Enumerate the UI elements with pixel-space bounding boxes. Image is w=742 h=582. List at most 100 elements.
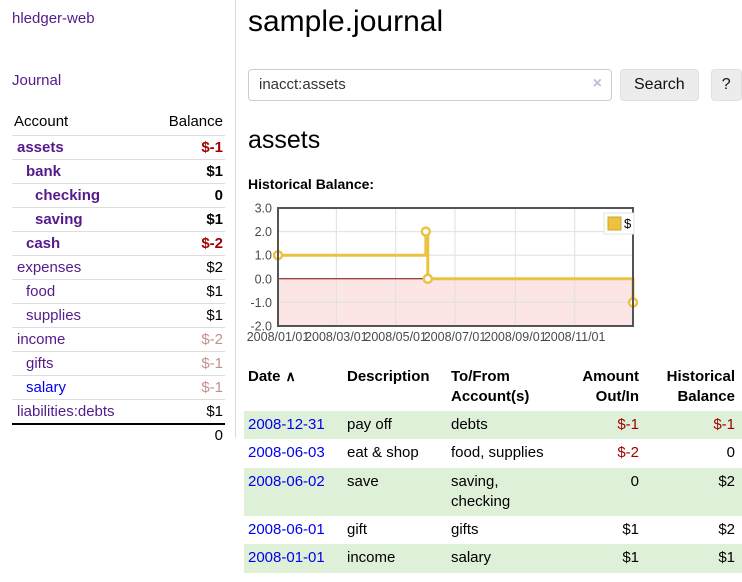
x-axis-tick-label: 2008/05/01 [364, 330, 427, 344]
y-axis-tick-label: 1.0 [255, 248, 272, 262]
account-balance: $-1 [148, 375, 225, 400]
account-row: checking 0 [12, 183, 225, 208]
search-form: × Search ? [248, 68, 742, 101]
sidebar-account-food[interactable]: food [26, 283, 56, 300]
transaction-accounts: gifts [451, 521, 479, 538]
x-axis-tick-label: 2008/01/01 [247, 330, 310, 344]
description-column-header: Description [347, 367, 430, 385]
accounts-column-header: To/From Account(s) [451, 367, 530, 405]
register-header-row: Date ∧ Description To/From Account(s) Amo… [244, 365, 742, 412]
account-heading: assets [248, 125, 321, 154]
sidebar-account-gifts[interactable]: gifts [26, 355, 54, 372]
sidebar-account-assets[interactable]: assets [17, 139, 64, 156]
clear-search-icon[interactable]: × [592, 74, 602, 92]
main-panel: sample.journal × Search ? assets Histori… [236, 0, 742, 582]
account-balance: $1 [148, 159, 225, 184]
account-row: bank $1 [12, 159, 225, 184]
chart-section-label: Historical Balance: [248, 175, 375, 192]
sidebar-account-expenses[interactable]: expenses [17, 259, 82, 276]
accounts-header-row: Account Balance [12, 110, 225, 136]
y-axis-tick-label: 3.0 [255, 201, 272, 215]
chart-legend: $ [603, 212, 635, 234]
app-title-link[interactable]: hledger-web [12, 10, 95, 27]
transaction-amount: $1 [622, 521, 639, 538]
x-axis-tick-label: 2008/09/01 [484, 330, 547, 344]
transaction-balance: 0 [726, 444, 735, 462]
sidebar-account-bank[interactable]: bank [26, 163, 62, 180]
y-axis-tick-label: 0.0 [255, 272, 272, 286]
account-row: saving $1 [12, 207, 225, 232]
journal-link[interactable]: Journal [12, 72, 62, 89]
account-balance: $-1 [148, 135, 225, 160]
account-row: expenses $2 [12, 255, 225, 280]
account-row: food $1 [12, 279, 225, 304]
chart-canvas: $3.0 2.0 1.0 0.0 -1.0 -2.02008/01/012008/03/0… [247, 201, 639, 344]
account-row: gifts $-1 [12, 351, 225, 376]
historical-balance-chart: $3.0 2.0 1.0 0.0 -1.0 -2.0 2008/01/01 2008/03/0… [247, 201, 742, 346]
search-input[interactable] [248, 68, 612, 101]
transaction-amount: $-2 [617, 444, 639, 462]
sidebar-account-cash[interactable]: cash [26, 235, 61, 252]
date-column-header[interactable]: Date ∧ [248, 367, 296, 385]
x-axis-tick-label: 2008/11/01 [544, 330, 606, 344]
accounts-total-value: 0 [148, 423, 225, 447]
register-row: 2008-12-31 pay off debts $-1 $-1 [244, 411, 742, 440]
account-row: assets $-1 [12, 135, 225, 160]
register-row: 2008-06-01 gift gifts $1 $2 [244, 516, 742, 544]
register-row: 2008-06-03 eat & shop food, supplies $-2… [244, 439, 742, 467]
transaction-balance: $2 [718, 472, 735, 490]
account-balance: $1 [148, 303, 225, 328]
legend-color-swatch [607, 216, 622, 230]
sidebar-account-liabilities-debts[interactable]: liabilities:debts [17, 403, 115, 420]
transaction-accounts: salary [451, 549, 492, 567]
account-row: income $-2 [12, 327, 225, 352]
account-row: supplies $1 [12, 303, 225, 328]
account-balance: $1 [148, 207, 225, 232]
transaction-date-link[interactable]: 2008-12-31 [248, 416, 325, 433]
transaction-description: save [347, 472, 379, 490]
transaction-balance: $1 [718, 549, 735, 567]
page-title: sample.journal [248, 5, 444, 38]
search-button[interactable]: Search [620, 68, 699, 101]
transaction-date-link[interactable]: 2008-06-03 [248, 444, 325, 462]
transaction-accounts: food, supplies [451, 444, 544, 462]
register-row: 2008-01-01 income salary $1 $1 [244, 544, 742, 573]
sidebar-account-income[interactable]: income [17, 331, 66, 348]
transaction-description: eat & shop [347, 444, 419, 462]
plot-border [277, 206, 634, 327]
amount-column-header: Amount Out/In [582, 367, 639, 405]
account-balance: $2 [148, 255, 225, 280]
account-row: salary $-1 [12, 375, 225, 400]
sidebar-account-checking[interactable]: checking [35, 187, 101, 204]
data-point-marker [422, 273, 434, 284]
y-axis-tick-label: 2.0 [255, 225, 272, 239]
transaction-amount: 0 [630, 472, 639, 490]
transaction-description: pay off [347, 416, 392, 433]
transaction-date-link[interactable]: 2008-06-02 [248, 472, 325, 490]
transaction-date-link[interactable]: 2008-01-01 [248, 549, 325, 567]
x-axis-tick-label: 2008/07/01 [424, 330, 487, 344]
transaction-amount: $1 [622, 549, 639, 567]
x-axis-tick-label: 2008/03/01 [305, 330, 368, 344]
sidebar-account-saving[interactable]: saving [35, 211, 83, 228]
transaction-balance: $-1 [713, 416, 735, 433]
account-balance: 0 [148, 183, 225, 208]
register-table: Date ∧ Description To/From Account(s) Amo… [244, 365, 742, 573]
sidebar-account-salary[interactable]: salary [26, 379, 67, 396]
account-balance: $-1 [148, 351, 225, 376]
account-balance: $-2 [148, 327, 225, 352]
account-balance: $1 [206, 403, 223, 420]
balance-column-header: Balance [148, 110, 225, 136]
sidebar-account-supplies[interactable]: supplies [26, 307, 82, 324]
transaction-description: gift [347, 521, 368, 538]
transaction-accounts: saving, checking [451, 472, 511, 510]
transaction-date-link[interactable]: 2008-06-01 [248, 521, 325, 538]
account-row: cash $-2 [12, 231, 225, 256]
transaction-description: income [347, 549, 396, 567]
account-balance: $-2 [148, 231, 225, 256]
help-button[interactable]: ? [710, 68, 742, 101]
legend-label: $ [624, 216, 632, 231]
account-column-header: Account [12, 110, 149, 136]
transaction-balance: $2 [718, 521, 735, 538]
account-row: liabilities:debts $1 [12, 400, 225, 425]
